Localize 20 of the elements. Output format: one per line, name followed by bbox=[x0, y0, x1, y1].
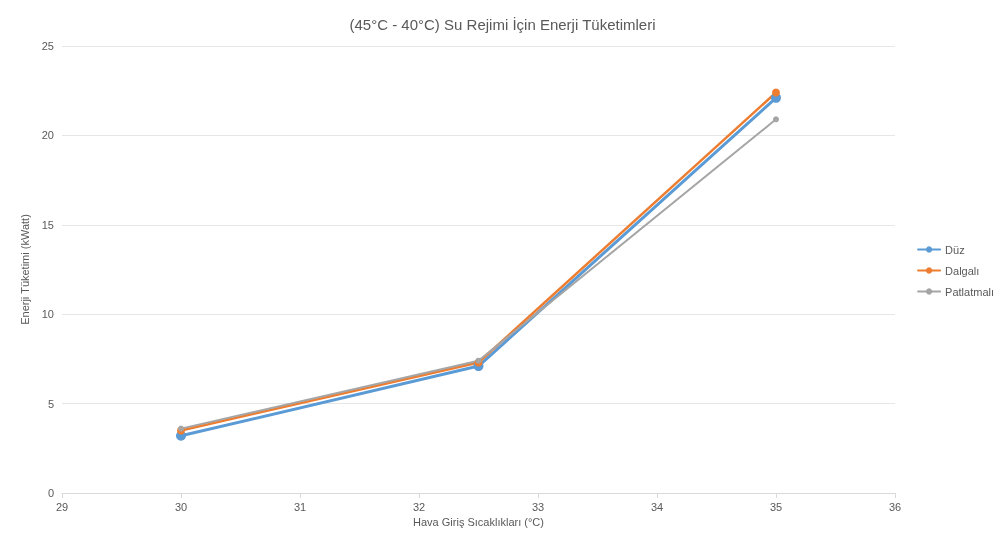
legend-label: Düz bbox=[945, 243, 965, 256]
x-axis-title: Hava Giriş Sıcaklıkları (°C) bbox=[413, 516, 544, 529]
legend-label: Dalgalı bbox=[945, 264, 980, 277]
y-tick-label: 0 bbox=[47, 487, 54, 499]
y-axis-title: Enerji Tüketimi (kWatt) bbox=[19, 214, 32, 325]
y-tick-label: 5 bbox=[47, 397, 54, 410]
y-tick-label: 10 bbox=[41, 308, 54, 321]
x-tick-label: 33 bbox=[531, 500, 545, 513]
legend-label: Patlatmalı bbox=[945, 285, 995, 298]
y-tick-label: 20 bbox=[41, 129, 54, 142]
x-tick-label: 31 bbox=[293, 500, 307, 513]
chart-title: (45°C - 40°C) Su Rejimi İçin Enerji Tüketimleri bbox=[349, 16, 656, 33]
x-tick-label: 36 bbox=[888, 500, 902, 513]
x-tick-label: 30 bbox=[174, 500, 188, 513]
x-tick-label: 34 bbox=[650, 500, 664, 513]
y-tick-label: 25 bbox=[41, 40, 54, 52]
x-tick-label: 35 bbox=[769, 500, 783, 513]
y-tick-label: 15 bbox=[41, 218, 54, 231]
x-tick-label: 29 bbox=[55, 500, 69, 513]
x-tick-label: 32 bbox=[412, 500, 426, 513]
